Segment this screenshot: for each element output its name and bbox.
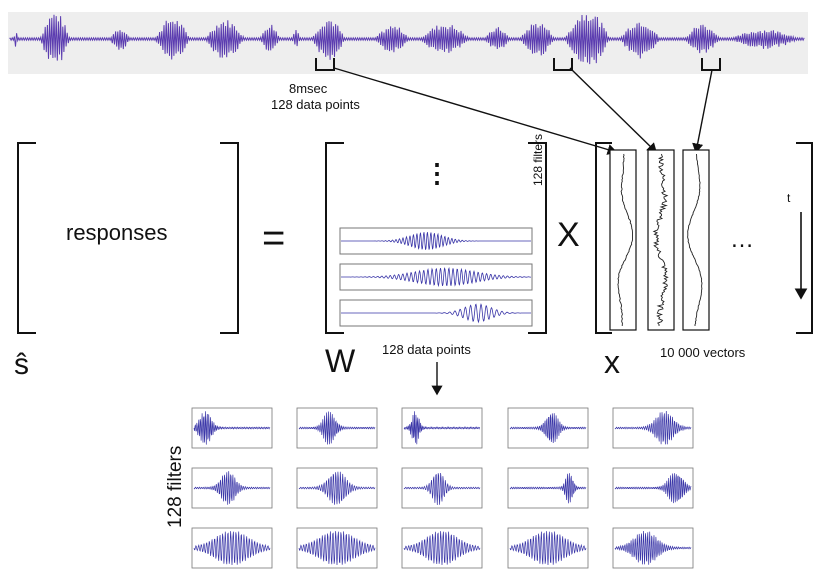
w-filter-trace — [341, 232, 531, 250]
arrow-window-3 — [692, 69, 713, 154]
x-vector-box — [682, 149, 710, 331]
x-vector-box — [609, 149, 637, 331]
filter-cell-trace — [298, 531, 376, 566]
filter-cell-trace — [193, 471, 271, 505]
speech-waveform — [9, 14, 805, 65]
filter-cell-trace — [614, 530, 692, 565]
s-hat-symbol: ŝ — [14, 348, 29, 381]
filter-cell-trace — [614, 410, 692, 445]
w-filter-trace — [341, 303, 531, 324]
filter-cell-frame — [401, 467, 483, 509]
filter-cell-trace — [403, 411, 481, 445]
filter-cell-trace — [614, 473, 692, 504]
time-label: t — [787, 191, 791, 205]
arrow-window-2 — [569, 67, 658, 153]
responses-bracket-right — [220, 142, 239, 334]
grid-side-label: 128 filters — [165, 445, 186, 528]
w-symbol: W — [325, 343, 356, 379]
filter-cell-trace — [298, 471, 376, 505]
x-vector-trace — [687, 153, 703, 326]
window-duration-label: 8msec — [289, 81, 328, 96]
w-filters-label: 128 filters — [531, 133, 545, 186]
filter-cell-trace — [509, 531, 587, 566]
window-bracket-1 — [315, 58, 335, 71]
w-bracket-right — [528, 142, 547, 334]
x-vectors — [609, 149, 710, 331]
x-vector-trace — [617, 153, 633, 327]
w-filter-trace — [341, 266, 531, 288]
arrow-window-1 — [333, 67, 618, 155]
filter-cell-trace — [298, 411, 376, 445]
x-bracket-left — [595, 142, 612, 334]
filter-cell-trace — [403, 531, 481, 566]
equals-sign: = — [262, 216, 286, 260]
x-horizontal-dots: … — [730, 226, 754, 253]
responses-bracket-left — [17, 142, 36, 334]
x-vector-trace — [652, 153, 669, 327]
filter-cell-trace — [509, 413, 587, 444]
w-filter-rows — [339, 227, 533, 327]
window-bracket-3 — [701, 58, 721, 71]
responses-label: responses — [66, 220, 168, 245]
filter-cell-trace — [193, 531, 271, 566]
window-points-label: 128 data points — [271, 97, 360, 112]
x-vector-box — [647, 149, 675, 331]
w-bracket-left — [325, 142, 344, 334]
x-symbol: x — [604, 344, 620, 380]
filter-cell-trace — [509, 473, 587, 504]
times-sign: X — [557, 216, 580, 254]
x-bracket-right — [796, 142, 813, 334]
x-caption: 10 000 vectors — [660, 345, 746, 360]
w-caption: 128 data points — [382, 342, 471, 357]
w-vertical-dots: ⋮ — [424, 158, 450, 188]
filter-cell-trace — [403, 472, 481, 506]
filter-grid — [191, 407, 694, 569]
window-bracket-2 — [553, 58, 573, 71]
filter-cell-trace — [193, 411, 271, 445]
waveform-background — [8, 12, 808, 74]
